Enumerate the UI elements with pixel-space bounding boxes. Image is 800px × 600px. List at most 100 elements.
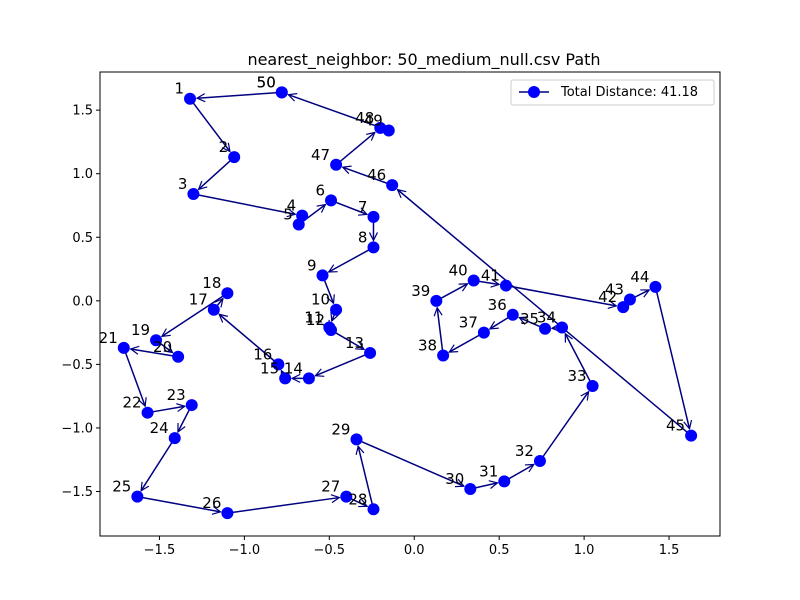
path-points [117,86,698,520]
city-label: 50 [257,73,276,91]
y-tick-label: 1.0 [72,167,93,182]
city-point [623,293,636,306]
city-label: 48 [355,109,374,127]
city-point [131,490,144,503]
city-point [228,151,241,164]
city-point [325,194,338,207]
city-label: 18 [202,274,221,292]
city-point [367,503,380,516]
city-label: 25 [112,478,131,496]
city-label: 5 [283,206,293,224]
city-point [367,210,380,223]
city-point [185,399,198,412]
path-segment [654,286,689,429]
city-label: 42 [598,288,617,306]
city-point [141,406,154,419]
path-segment [539,392,589,462]
y-tick-label: 1.5 [72,104,93,119]
x-tick-label: 0.0 [404,543,425,558]
x-tick-label: −1.5 [144,543,176,558]
city-label: 46 [367,166,386,184]
path-segment [356,438,463,486]
path-segment [505,284,616,306]
city-label: 23 [167,386,186,404]
legend-box [510,79,715,106]
path-segment [315,352,371,376]
city-point [467,274,480,287]
city-label: 11 [304,309,323,327]
city-label: 33 [568,367,587,385]
path-segment [335,132,375,166]
path-segment [343,167,393,186]
path-segment [449,331,485,352]
city-point [340,490,353,503]
x-axis: −1.5 −1.0 −0.5 0.0 0.5 1.0 1.5 [144,536,680,558]
city-label: 49 [364,111,383,129]
city-label: 34 [537,309,556,327]
city-label: 36 [488,296,507,314]
city-label: 9 [307,256,317,274]
city-point [506,308,519,321]
city-point [330,303,343,316]
city-point [498,475,511,488]
city-label: 37 [459,314,478,332]
y-tick-label: 0.5 [72,231,93,246]
city-point [533,454,546,467]
legend-marker [528,86,540,98]
city-point [168,432,181,445]
y-tick-label: 0.0 [72,294,93,309]
city-label: 12 [306,311,325,329]
city-label: 26 [202,494,221,512]
city-point [150,334,163,347]
path-segment [123,347,145,406]
city-label: 22 [122,394,141,412]
city-point [221,287,234,300]
path-segment [197,91,282,98]
city-point [477,326,490,339]
city-label: 19 [131,321,150,339]
city-point [499,279,512,292]
city-label: 40 [449,261,468,279]
city-point [330,158,343,171]
city-point [292,218,305,231]
y-tick-label: −1.0 [61,421,93,436]
path-segment [358,446,375,510]
y-tick-label: −1.5 [61,485,93,500]
city-point [325,324,338,337]
city-label: 30 [445,470,464,488]
x-tick-label: 1.5 [659,543,680,558]
city-label: 8 [358,228,368,246]
city-point [172,350,185,363]
path-segment [219,314,279,365]
city-point [350,433,363,446]
city-label: 20 [153,338,172,356]
path-segment [564,334,594,387]
city-label: 27 [321,478,340,496]
city-label: 14 [284,359,303,377]
city-point [649,280,662,293]
city-label: 4 [287,197,297,215]
x-tick-label: 1.0 [574,543,595,558]
plot-area-frame [99,71,721,537]
path-segment [147,406,185,414]
city-label: 43 [605,281,624,299]
x-tick-label: −0.5 [314,543,346,558]
y-axis: −1.5 −1.0 −0.5 0.0 0.5 1.0 1.5 [61,104,100,500]
path-segment [330,199,367,214]
path-segment [437,308,444,356]
city-point [386,179,399,192]
city-label: 1 [174,80,184,98]
city-point [117,341,130,354]
city-label: 38 [418,336,437,354]
city-label: 45 [666,417,685,435]
city-label: 31 [479,462,498,480]
city-point [302,372,315,385]
path-segments [123,91,691,513]
city-point [184,92,197,105]
city-label: 32 [515,442,534,460]
city-label: 21 [99,329,118,347]
city-point [187,188,200,201]
legend-label: Total Distance: 41.18 [560,85,698,100]
